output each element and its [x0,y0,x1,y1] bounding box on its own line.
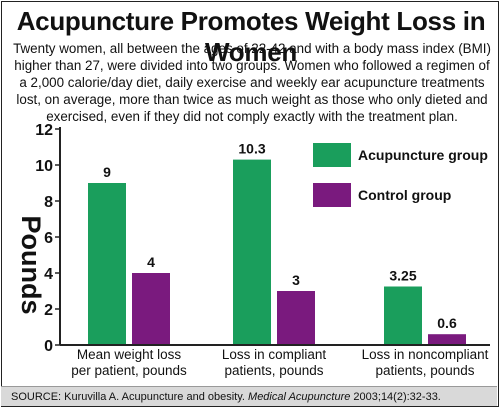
y-axis-title: Pounds [16,216,46,315]
chart-subtitle: Twenty women, all between the ages of 22… [13,41,491,124]
bar-value-label: 4 [147,254,155,270]
y-tick-label: 4 [44,266,53,283]
x-category-label: patients, pounds [224,363,323,378]
y-tick-label: 2 [44,302,53,319]
legend-swatch-control [313,183,351,207]
bar-control [428,334,466,345]
bar-acupuncture [384,286,422,345]
bar-control [277,291,315,345]
bar-value-label: 3 [292,272,300,288]
chart-title: Acupuncture Promotes Weight Loss in Wome… [16,6,486,67]
source-prefix: SOURCE: Kuruvilla A. Acupuncture and obe… [11,391,249,403]
bar-acupuncture [88,183,126,345]
bar-value-label: 9 [103,164,111,180]
y-tick-label: 0 [44,338,53,355]
source-suffix: 2003;14(2):32-33. [350,391,441,403]
bar-acupuncture [233,159,271,345]
bar-value-label: 0.6 [437,315,457,331]
x-category-label: Loss in noncompliant [362,347,489,362]
y-tick-label: 8 [44,194,53,211]
bar-control [132,273,170,345]
y-tick-label: 10 [35,158,53,175]
x-category-label: Loss in compliant [222,347,327,362]
legend-swatch-acupuncture [313,143,351,167]
legend-label: Acupuncture group [358,147,488,163]
y-tick-label: 6 [44,230,53,247]
x-category-label: Mean weight loss [77,347,182,362]
y-tick-label: 12 [35,122,53,139]
bar-value-label: 3.25 [389,268,416,284]
x-category-label: patients, pounds [375,363,474,378]
source-citation: SOURCE: Kuruvilla A. Acupuncture and obe… [1,386,497,406]
bar-value-label: 10.3 [238,141,265,157]
source-journal: Medical Acupuncture [248,391,351,403]
x-category-label: per patient, pounds [71,363,187,378]
legend-label: Control group [358,187,451,203]
